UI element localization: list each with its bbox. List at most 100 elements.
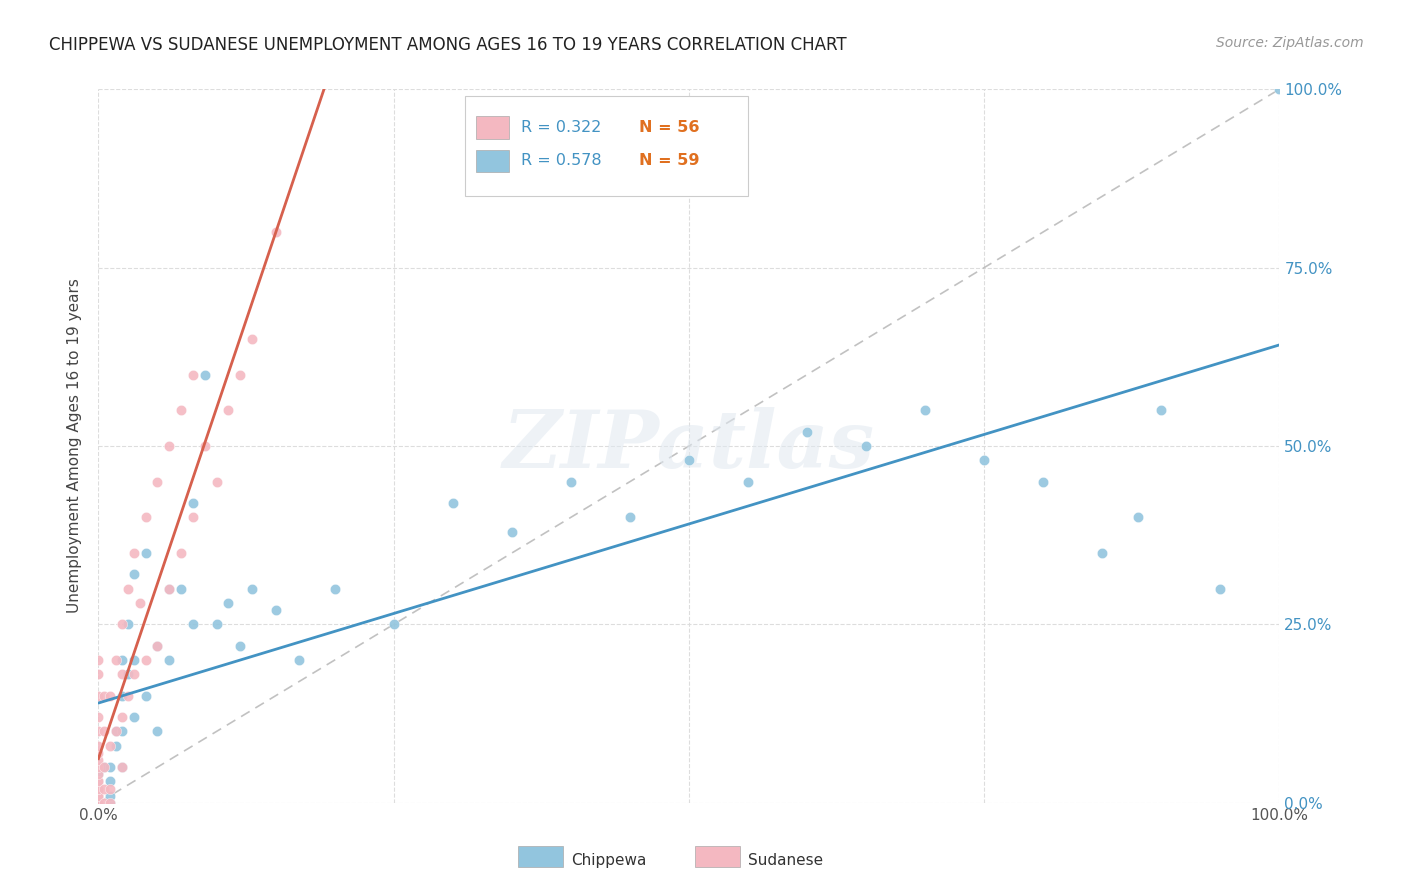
Point [157,582,180,596]
Point [105,653,128,667]
Point [93,760,115,774]
Point [240,582,263,596]
Point [87,789,110,803]
Text: N = 56: N = 56 [640,120,700,135]
Point [229,639,252,653]
Y-axis label: Unemployment Among Ages 16 to 19 years: Unemployment Among Ages 16 to 19 years [67,278,83,614]
Point [678,453,700,467]
Point [87,767,110,781]
Point [87,796,110,810]
Point [170,546,193,560]
Point [117,582,139,596]
Point [973,453,995,467]
Point [111,667,134,681]
Point [737,475,759,489]
Point [87,789,110,803]
Point [117,617,139,632]
Point [122,653,145,667]
Point [157,582,180,596]
Bar [477,116,509,139]
Point [135,510,157,524]
Point [122,567,145,582]
Point [117,667,139,681]
Point [264,603,287,617]
Point [217,403,239,417]
Point [135,653,157,667]
Bar [695,846,740,867]
Point [111,689,134,703]
Point [105,739,128,753]
Point [98,781,121,796]
Point [1126,510,1149,524]
Point [122,667,145,681]
Point [105,724,128,739]
Point [217,596,239,610]
Point [382,617,405,632]
Point [1150,403,1173,417]
Point [855,439,877,453]
Point [87,796,110,810]
Point [122,710,145,724]
Point [87,796,110,810]
Point [111,760,134,774]
Point [914,403,936,417]
Point [111,724,134,739]
Text: Chippewa: Chippewa [571,853,647,868]
Text: R = 0.322: R = 0.322 [522,120,602,135]
Point [1268,82,1291,96]
Point [796,425,818,439]
Point [87,774,110,789]
Point [98,689,121,703]
Point [170,403,193,417]
Point [128,596,150,610]
Text: CHIPPEWA VS SUDANESE UNEMPLOYMENT AMONG AGES 16 TO 19 YEARS CORRELATION CHART: CHIPPEWA VS SUDANESE UNEMPLOYMENT AMONG … [49,36,846,54]
Point [111,760,134,774]
Point [93,781,115,796]
Text: Source: ZipAtlas.com: Source: ZipAtlas.com [1216,36,1364,50]
Point [93,689,115,703]
Point [170,582,193,596]
Point [87,789,110,803]
Point [135,689,157,703]
Point [87,739,110,753]
Point [87,746,110,760]
Point [87,781,110,796]
Point [87,796,110,810]
Point [229,368,252,382]
Point [146,639,169,653]
Point [619,510,641,524]
Point [1091,546,1114,560]
Point [98,760,121,774]
Text: Sudanese: Sudanese [748,853,823,868]
Point [288,653,311,667]
Point [194,439,217,453]
Point [181,496,204,510]
Text: N = 59: N = 59 [640,153,700,169]
Point [98,789,121,803]
Bar [477,150,509,172]
Point [93,724,115,739]
Point [205,475,228,489]
Text: ZIPatlas: ZIPatlas [503,408,875,484]
Point [1032,475,1054,489]
Point [205,617,228,632]
Point [87,710,110,724]
Text: R = 0.578: R = 0.578 [522,153,602,169]
Point [105,724,128,739]
Point [93,760,115,774]
Point [157,653,180,667]
Point [441,496,464,510]
Point [146,724,169,739]
Point [98,796,121,810]
Point [98,796,121,810]
Point [157,439,180,453]
Point [122,546,145,560]
Point [87,796,110,810]
Point [87,667,110,681]
Point [87,796,110,810]
Point [87,781,110,796]
Point [194,368,217,382]
Point [111,710,134,724]
Point [87,781,110,796]
Point [87,774,110,789]
